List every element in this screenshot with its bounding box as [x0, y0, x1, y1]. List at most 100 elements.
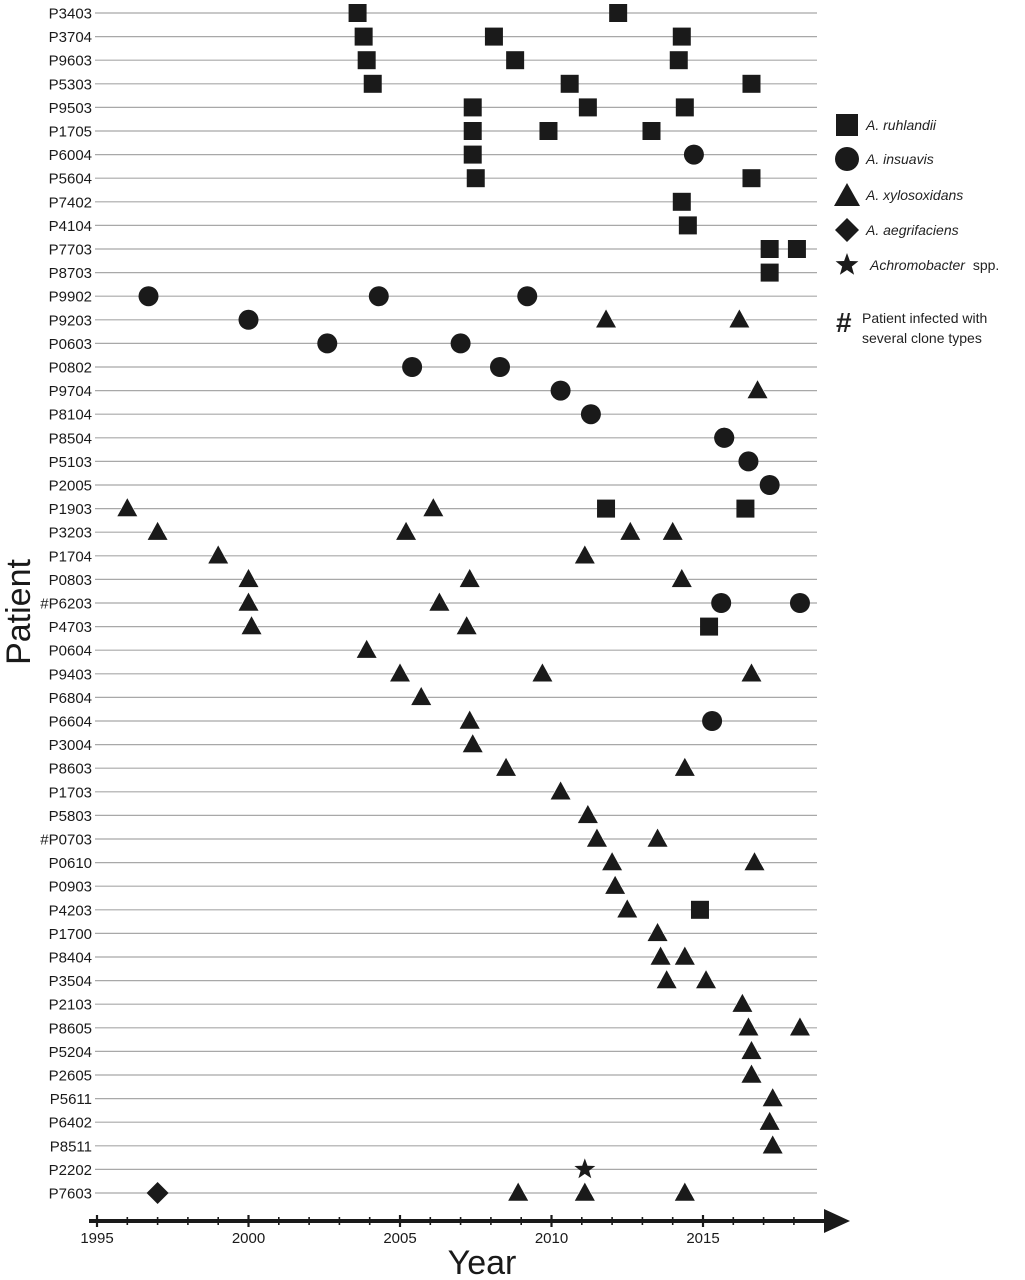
circle-marker [138, 286, 159, 307]
square-marker [357, 51, 376, 70]
patient-label: P3504 [49, 973, 92, 990]
legend-label: Achromobacter spp. [870, 257, 1000, 273]
triangle-marker [595, 308, 618, 329]
legend-label: A. aegrifaciens [866, 222, 959, 238]
square-marker [678, 216, 697, 235]
square-marker [736, 499, 755, 518]
circle-marker [550, 380, 571, 401]
triangle-marker [743, 850, 766, 871]
square-marker [760, 263, 779, 282]
square-marker [597, 499, 616, 518]
diamond-marker [146, 1182, 169, 1204]
triangle-marker [601, 850, 624, 871]
circle-marker [489, 357, 510, 377]
x-tick-label: 2015 [686, 1230, 719, 1247]
patient-label: P6402 [49, 1115, 92, 1132]
patient-label: P0903 [49, 879, 92, 896]
triangle-marker [422, 496, 445, 517]
triangle-marker [619, 520, 642, 541]
legend-item-achromobacter: Achromobacter spp. [832, 252, 999, 278]
patient-label: P5303 [49, 76, 92, 93]
axis-arrow [824, 1209, 850, 1233]
triangle-marker [585, 827, 608, 848]
square-marker [609, 4, 628, 22]
patient-label: P8404 [49, 950, 92, 967]
triangle-marker [604, 874, 627, 895]
patient-label: P9704 [49, 383, 92, 400]
patient-label: P8703 [49, 265, 92, 282]
circle-marker [580, 404, 601, 425]
patient-label: P2103 [49, 997, 92, 1014]
triangle-marker [646, 827, 669, 848]
square-marker [672, 27, 691, 46]
patient-label: P0603 [49, 336, 92, 353]
patient-label: P0802 [49, 360, 92, 377]
triangle-marker [616, 898, 639, 919]
circle-marker [238, 309, 259, 330]
triangle-marker [355, 638, 378, 659]
x-tick-label: 1995 [80, 1230, 113, 1247]
square-marker [354, 27, 373, 46]
triangle-marker [740, 662, 763, 683]
note-symbol: # [836, 307, 852, 338]
triangle-marker [673, 1181, 696, 1202]
legend-label: A. ruhlandii [866, 117, 937, 133]
patient-label: P1700 [49, 926, 92, 943]
circle-marker [711, 593, 732, 613]
triangle-marker [661, 520, 684, 541]
square-marker [742, 74, 761, 93]
square-marker [669, 51, 688, 70]
patient-label: P0803 [49, 572, 92, 589]
patient-label: P1704 [49, 548, 92, 565]
square-marker [463, 145, 482, 164]
triangle-marker [237, 567, 260, 588]
patient-label: P0610 [49, 855, 92, 872]
circle-marker [759, 475, 780, 495]
square-marker [675, 98, 694, 117]
grid-lines [95, 12, 817, 1194]
patient-label: P9503 [49, 100, 92, 117]
triangle-marker [788, 1016, 811, 1037]
patient-label: P8603 [49, 761, 92, 778]
triangle-marker [649, 945, 672, 966]
triangle-marker [458, 709, 481, 730]
patient-label: P8605 [49, 1020, 92, 1037]
patient-label: P3704 [49, 29, 92, 46]
circle-marker-icon [835, 147, 859, 171]
square-marker [672, 192, 691, 211]
patient-label: P8511 [50, 1138, 92, 1155]
patient-label: P3403 [49, 6, 92, 23]
triangle-marker [146, 520, 169, 541]
triangle-marker [761, 1134, 784, 1155]
triangle-marker [673, 756, 696, 777]
triangle-marker [758, 1110, 781, 1131]
triangle-marker [740, 1039, 763, 1060]
patient-label: P4203 [49, 902, 92, 919]
circle-marker [517, 286, 538, 307]
legend-item-ruhlandii: A. ruhlandii [832, 112, 936, 138]
triangle-marker [507, 1181, 530, 1202]
triangle-marker [740, 1063, 763, 1084]
star-marker [574, 1158, 596, 1179]
triangle-marker [646, 921, 669, 942]
triangle-marker [761, 1086, 784, 1107]
patient-label: #P0703 [40, 832, 92, 849]
patient-labels: P3403 P3704 P9603 P5303 P9503 P1705 P6004 P5604… [40, 6, 92, 1203]
circle-marker [402, 357, 423, 377]
square-marker [363, 74, 382, 93]
triangle-marker [737, 1016, 760, 1037]
patient-label: P7703 [49, 242, 92, 259]
square-marker [506, 51, 525, 70]
triangle-marker [531, 662, 554, 683]
patient-label: P9603 [49, 53, 92, 70]
triangle-marker [655, 968, 678, 989]
triangle-marker [670, 567, 693, 588]
triangle-marker [388, 662, 412, 683]
triangle-marker [237, 591, 260, 612]
patient-label: P5611 [50, 1091, 92, 1108]
square-marker [742, 169, 761, 188]
triangle-marker [395, 520, 418, 541]
patient-label: P5204 [49, 1044, 92, 1061]
patient-label: P9403 [49, 666, 92, 683]
